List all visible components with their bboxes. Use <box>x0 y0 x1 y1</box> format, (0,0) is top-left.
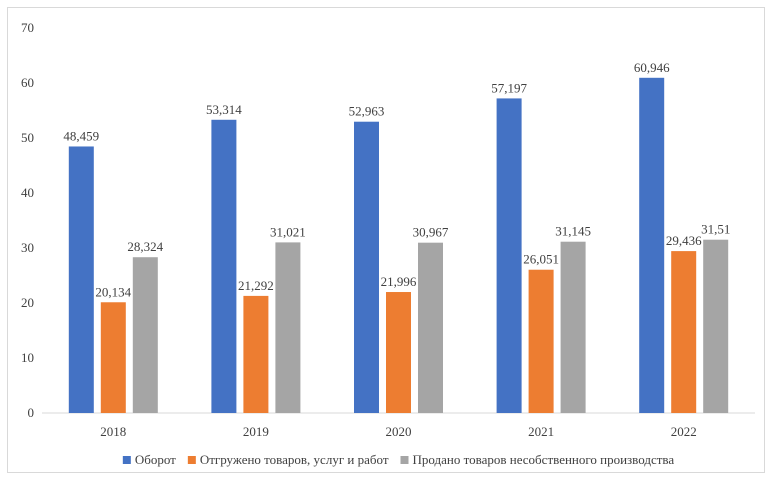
legend-label: Оборот <box>135 452 176 467</box>
data-label: 31,021 <box>270 224 306 239</box>
legend-item: Продано товаров несобственного производс… <box>400 452 675 467</box>
data-label: 57,197 <box>491 80 527 95</box>
bar-2020-series-1 <box>354 121 379 414</box>
bar-2018-series-2 <box>100 302 126 413</box>
bar-2021-series-1 <box>496 98 522 413</box>
y-tick-label: 10 <box>21 350 34 365</box>
bar-2019-series-1 <box>211 119 237 413</box>
data-label: 21,292 <box>238 278 274 293</box>
bars <box>68 77 729 414</box>
bar-2018-series-3 <box>132 257 158 413</box>
bar-2021-series-2 <box>528 269 554 413</box>
data-label: 31,51 <box>701 222 730 237</box>
y-tick-label: 20 <box>21 295 34 310</box>
data-label: 28,324 <box>127 239 163 254</box>
data-label: 53,314 <box>206 102 242 117</box>
x-tick-label: 2018 <box>100 424 126 439</box>
y-tick-label: 60 <box>21 75 34 90</box>
bar-2021-series-3 <box>560 241 586 413</box>
bar-2019-series-3 <box>275 242 301 413</box>
legend-label: Продано товаров несобственного производс… <box>413 452 675 467</box>
legend-swatch <box>400 456 409 464</box>
x-axis: 2018 2019 2020 2021 2022 <box>100 424 696 439</box>
x-tick-label: 2021 <box>528 424 554 439</box>
bar-2022-series-1 <box>639 77 665 413</box>
y-tick-label: 30 <box>21 240 34 255</box>
x-tick-label: 2022 <box>671 424 697 439</box>
legend-label: Отгружено товаров, услуг и работ <box>200 452 389 467</box>
legend-item: Оборот <box>122 452 176 467</box>
legend-swatch <box>122 456 131 464</box>
x-tick-label: 2020 <box>386 424 412 439</box>
legend-item: Отгружено товаров, услуг и работ <box>187 452 389 467</box>
bar-2019-series-2 <box>243 295 269 413</box>
data-label: 29,436 <box>666 233 702 248</box>
y-tick-label: 0 <box>28 405 35 420</box>
y-tick-label: 40 <box>21 185 34 200</box>
y-tick-label: 50 <box>21 130 34 145</box>
data-label: 52,963 <box>349 104 385 119</box>
data-labels: 48,459 20,134 28,324 53,314 21,292 31,021 52,9… <box>63 60 730 299</box>
bar-2022-series-3 <box>703 239 729 413</box>
data-label: 31,145 <box>555 224 591 239</box>
data-label: 20,134 <box>95 284 131 299</box>
bar-2020-series-2 <box>386 292 411 413</box>
bar-2018-series-1 <box>68 146 94 413</box>
bar-2020-series-3 <box>418 242 443 413</box>
data-label: 21,996 <box>381 274 417 289</box>
legend: Оборот Отгружено товаров, услуг и работ Пр… <box>122 452 675 467</box>
data-label: 26,051 <box>523 252 559 267</box>
data-label: 48,459 <box>63 128 99 143</box>
y-axis: 0 10 20 30 40 50 60 70 <box>21 20 34 420</box>
bar-2022-series-2 <box>671 251 697 413</box>
legend-swatch <box>187 456 196 464</box>
y-tick-label: 70 <box>21 20 34 35</box>
data-label: 60,946 <box>634 60 670 75</box>
x-tick-label: 2019 <box>243 424 269 439</box>
data-label: 30,967 <box>413 225 449 240</box>
